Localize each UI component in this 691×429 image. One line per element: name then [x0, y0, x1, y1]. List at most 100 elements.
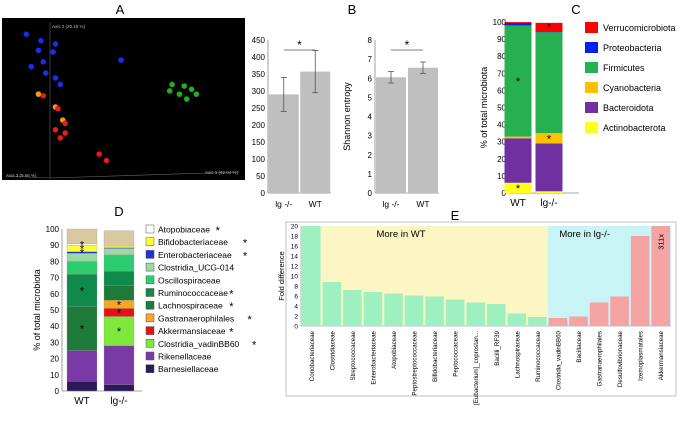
y-axis-label: chao1 species estimate	[235, 69, 245, 163]
y-tick-label: 50	[256, 172, 265, 181]
stack-segment	[504, 22, 532, 26]
stack-segment	[66, 274, 98, 307]
y-tick-label: 10	[50, 371, 59, 380]
x-tick-label: Desulfovibrionaceae	[617, 330, 624, 387]
stack-segment	[103, 270, 135, 286]
scatter-point-blue	[35, 47, 42, 54]
scatter-point-red	[62, 130, 68, 136]
legend-swatch	[145, 326, 155, 335]
legend-label: Cyanobacteria	[603, 83, 661, 93]
stack-segment	[103, 345, 135, 385]
fold-bar	[343, 290, 362, 326]
significance-star: *	[80, 239, 85, 251]
y-axis-label: Shannon entropy	[342, 82, 352, 151]
stack-segment	[103, 285, 135, 301]
legend-label: Lachnospiraceae	[158, 301, 223, 311]
panel-label-d: D	[114, 204, 123, 219]
y-tick-label: 350	[252, 70, 266, 79]
fold-bar	[363, 292, 383, 326]
y-tick-label: 1	[368, 170, 373, 179]
x-tick-label: Clostridia_vadinBB60	[555, 330, 562, 390]
scatter-point-red	[40, 92, 47, 99]
scatter-point-blue	[57, 81, 64, 88]
y-tick-label: 8	[368, 36, 373, 45]
y-axis-label: % of total microbiota	[479, 67, 489, 149]
x-tick-label: Enterobacteriaceae	[370, 330, 377, 384]
significance-star: *	[547, 133, 552, 145]
stack-segment	[66, 381, 98, 392]
legend-swatch	[145, 275, 155, 285]
y-tick-label: 250	[252, 104, 266, 113]
y-tick-label: 2	[368, 151, 373, 160]
legend-swatch	[145, 237, 155, 246]
legend-swatch	[145, 250, 155, 259]
region-more-in-lg	[547, 226, 671, 326]
y-tick-label: 60	[497, 86, 506, 95]
legend-star: *	[216, 225, 221, 237]
x-tick-label: Gastranaerophilales	[597, 331, 604, 386]
scatter-point-green	[193, 91, 200, 97]
y-tick-label: 3	[368, 132, 373, 141]
scatter-point-blue	[118, 57, 124, 63]
y-tick-label: 70	[50, 274, 59, 283]
legend-swatch	[145, 288, 155, 297]
scatter-point-red	[62, 120, 68, 127]
legend-label: Bacteroidota	[603, 103, 654, 113]
legend-label: Oscillospiraceae	[158, 275, 221, 285]
significance-star: *	[117, 299, 122, 311]
x-tick-label: Clostridiaceae	[329, 330, 336, 370]
fold-difference-bar-chart: More in WT More in lg-/- 0 2 4 6 8 10 12 14 16 18 20…	[277, 221, 677, 405]
scatter-point-blue	[40, 58, 47, 65]
y-tick-label: 0	[368, 189, 373, 198]
stack-segment	[103, 230, 135, 246]
scatter-point-green	[169, 81, 175, 88]
scatter-point-red	[103, 157, 110, 164]
legend-swatch	[585, 122, 598, 133]
significance-star: *	[80, 243, 85, 255]
y-tick-label: 5	[368, 93, 373, 102]
legend-swatch	[145, 351, 155, 361]
family-stacked-bar-chart: 0 10 20 30 40 50 60 70 80 90 100 % of total microbi…	[32, 225, 257, 408]
region-more-in-wt	[301, 226, 548, 326]
y-tick-label: 10	[291, 274, 299, 281]
stack-segment	[535, 32, 563, 134]
fold-bar	[651, 226, 670, 326]
x-tick-label: Peptostreptococcaceae	[412, 330, 419, 395]
stack-segment	[103, 254, 135, 272]
fold-bar	[384, 293, 403, 326]
y-tick-label: 8	[294, 284, 298, 291]
panel-label-c: C	[571, 2, 580, 17]
legend-label: Clostridia_UCG-014	[158, 263, 234, 273]
stack-segment	[103, 384, 135, 392]
y-tick-label: 40	[50, 322, 59, 331]
legend-label: Firmicutes	[603, 63, 645, 73]
legend-label: Enterobacteriaceae	[158, 250, 232, 260]
stack-segment	[535, 22, 563, 32]
y-tick-label: 150	[252, 138, 266, 147]
y-tick-label: 0	[294, 324, 298, 331]
significance-star: *	[547, 22, 552, 34]
x-tick-label: Bacilli_RF39	[494, 330, 501, 365]
legend-label: Atopobiaceae	[158, 225, 210, 235]
scatter-point-blue	[50, 49, 56, 55]
significance-star: *	[297, 38, 302, 52]
y-tick-label: 16	[291, 244, 299, 251]
legend-label: Verrucomicrobiota	[603, 23, 676, 33]
legend-star: *	[243, 250, 248, 262]
legend-swatch	[585, 102, 598, 113]
x-tick-label: Izemoplasmatales	[638, 331, 645, 381]
panel-label-a: A	[116, 2, 125, 17]
x-tick-label: WT	[510, 198, 526, 209]
significance-star: *	[80, 324, 85, 336]
x-tick-label: Coriobacteriaceae	[309, 330, 316, 381]
fold-bar	[425, 296, 444, 326]
y-tick-label: 40	[497, 121, 506, 130]
x-tick-label: WT	[309, 199, 322, 209]
fold-bar	[528, 317, 547, 326]
y-tick-label: 100	[252, 155, 266, 164]
y-tick-label: 90	[497, 35, 506, 44]
x-tick-label: Atopobiaceae	[391, 330, 398, 368]
y-tick-label: 30	[497, 138, 506, 147]
region-label: More in lg-/-	[559, 229, 610, 240]
phylum-stacked-bar-chart: 0 10 20 30 40 50 60 70 80 90 100 % of total microbi…	[479, 18, 676, 209]
